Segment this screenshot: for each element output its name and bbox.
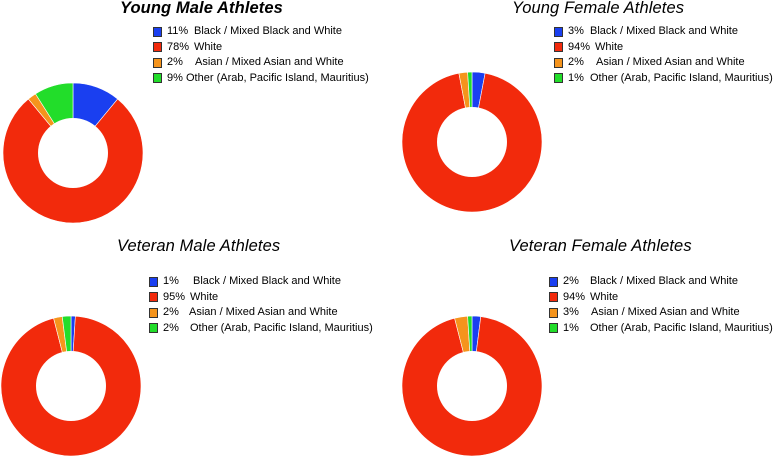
legend-item-other: 1% Other (Arab, Pacific Island, Mauritius… <box>549 321 773 337</box>
legend-percent: 78% <box>167 40 190 53</box>
legend-item-white: 94% White <box>549 290 773 306</box>
chart-panel-veteran-male: Veteran Male Athletes 1% Black / Mixed Bl… <box>0 236 392 466</box>
legend-item-asian: 2% Asian / Mixed Asian and White <box>153 55 369 71</box>
legend-label: Black / Mixed Black and White <box>590 275 738 287</box>
chart-panel-young-male: Young Male Athletes 11% Black / Mixed Bla… <box>0 0 392 230</box>
legend-label: Black / Mixed Black and White <box>194 25 342 37</box>
legend-item-asian: 3% Asian / Mixed Asian and White <box>549 305 773 321</box>
legend-percent: 95% <box>163 290 186 303</box>
legend-item-other: 9% Other (Arab, Pacific Island, Mauritius… <box>153 71 369 87</box>
legend-item-black: 2% Black / Mixed Black and White <box>549 274 773 290</box>
chart-title: Young Male Athletes <box>120 0 283 17</box>
legend-percent: 2% <box>163 306 179 318</box>
legend-swatch-black <box>549 276 558 287</box>
legend-percent: 94% <box>563 290 586 303</box>
legend-label: Asian / Mixed Asian and White <box>596 56 745 68</box>
donut-hole <box>38 118 108 188</box>
legend-swatch-asian <box>549 307 558 318</box>
legend-label: Asian / Mixed Asian and White <box>591 306 740 318</box>
chart-legend: 1% Black / Mixed Black and White 95% White… <box>149 274 373 336</box>
chart-title: Young Female Athletes <box>512 0 685 17</box>
legend-swatch-other <box>153 73 162 84</box>
chart-legend: 2% Black / Mixed Black and White 94% White… <box>549 274 773 336</box>
legend-label: Other (Arab, Pacific Island, Mauritius) <box>190 321 373 334</box>
donut-hole <box>36 351 106 421</box>
legend-item-other: 1% Other (Arab, Pacific Island, Mauritius… <box>554 71 773 87</box>
legend-item-asian: 2% Asian / Mixed Asian and White <box>149 305 373 321</box>
chart-legend: 11% Black / Mixed Black and White 78% Whit… <box>153 24 369 86</box>
legend-swatch-asian <box>149 307 158 318</box>
chart-title: Veteran Female Athletes <box>509 237 692 255</box>
legend-percent: 1% <box>563 321 579 334</box>
legend-label: Asian / Mixed Asian and White <box>195 56 344 68</box>
legend-percent: 11% <box>167 25 189 37</box>
legend-item-white: 95% White <box>149 290 373 306</box>
chart-title: Veteran Male Athletes <box>117 237 281 255</box>
chart-legend: 3% Black / Mixed Black and White 94% White… <box>554 24 773 86</box>
legend-swatch-white <box>549 292 558 303</box>
legend-label: Black / Mixed Black and White <box>590 25 738 37</box>
legend-swatch-asian <box>153 57 162 68</box>
legend-item-other: 2% Other (Arab, Pacific Island, Mauritius… <box>149 321 373 337</box>
chart-panel-veteran-female: Veteran Female Athletes 2% Black / Mixed … <box>400 236 784 466</box>
legend-label: Other (Arab, Pacific Island, Mauritius) <box>590 71 773 84</box>
legend-swatch-white <box>153 42 162 53</box>
legend-swatch-black <box>554 26 563 37</box>
legend-item-black: 3% Black / Mixed Black and White <box>554 24 773 40</box>
donut-chart <box>0 315 142 457</box>
legend-percent: 2% <box>563 275 579 287</box>
legend-label: Other (Arab, Pacific Island, Mauritius) <box>590 321 773 334</box>
legend-percent: 2% <box>167 56 183 68</box>
legend-swatch-asian <box>554 57 563 68</box>
donut-hole <box>437 351 507 421</box>
legend-percent: 9% <box>167 71 183 84</box>
legend-label: Other (Arab, Pacific Island, Mauritius) <box>186 71 369 84</box>
legend-swatch-other <box>554 73 563 84</box>
legend-swatch-white <box>149 292 158 303</box>
legend-swatch-white <box>554 42 563 53</box>
donut-hole <box>437 107 507 177</box>
legend-item-asian: 2% Asian / Mixed Asian and White <box>554 55 773 71</box>
legend-swatch-black <box>153 26 162 37</box>
legend-percent: 2% <box>568 56 584 68</box>
legend-item-black: 1% Black / Mixed Black and White <box>149 274 373 290</box>
legend-percent: 3% <box>563 306 579 318</box>
legend-percent: 94% <box>568 40 591 53</box>
legend-percent: 2% <box>163 321 179 334</box>
legend-swatch-other <box>549 323 558 334</box>
legend-label: White <box>595 40 624 53</box>
legend-label: White <box>190 290 219 303</box>
legend-label: Asian / Mixed Asian and White <box>189 306 338 318</box>
legend-percent: 1% <box>568 71 584 84</box>
legend-label: White <box>194 40 223 53</box>
legend-item-white: 94% White <box>554 40 773 56</box>
legend-percent: 3% <box>568 25 584 37</box>
donut-chart <box>2 82 144 224</box>
legend-item-black: 11% Black / Mixed Black and White <box>153 24 369 40</box>
legend-label: White <box>590 290 619 303</box>
legend-label: Black / Mixed Black and White <box>193 275 341 287</box>
donut-chart <box>401 315 543 457</box>
legend-swatch-black <box>149 276 158 287</box>
chart-panel-young-female: Young Female Athletes 3% Black / Mixed Bl… <box>400 0 784 230</box>
donut-chart <box>401 71 543 213</box>
legend-percent: 1% <box>163 275 179 287</box>
legend-item-white: 78% White <box>153 40 369 56</box>
legend-swatch-other <box>149 323 158 334</box>
